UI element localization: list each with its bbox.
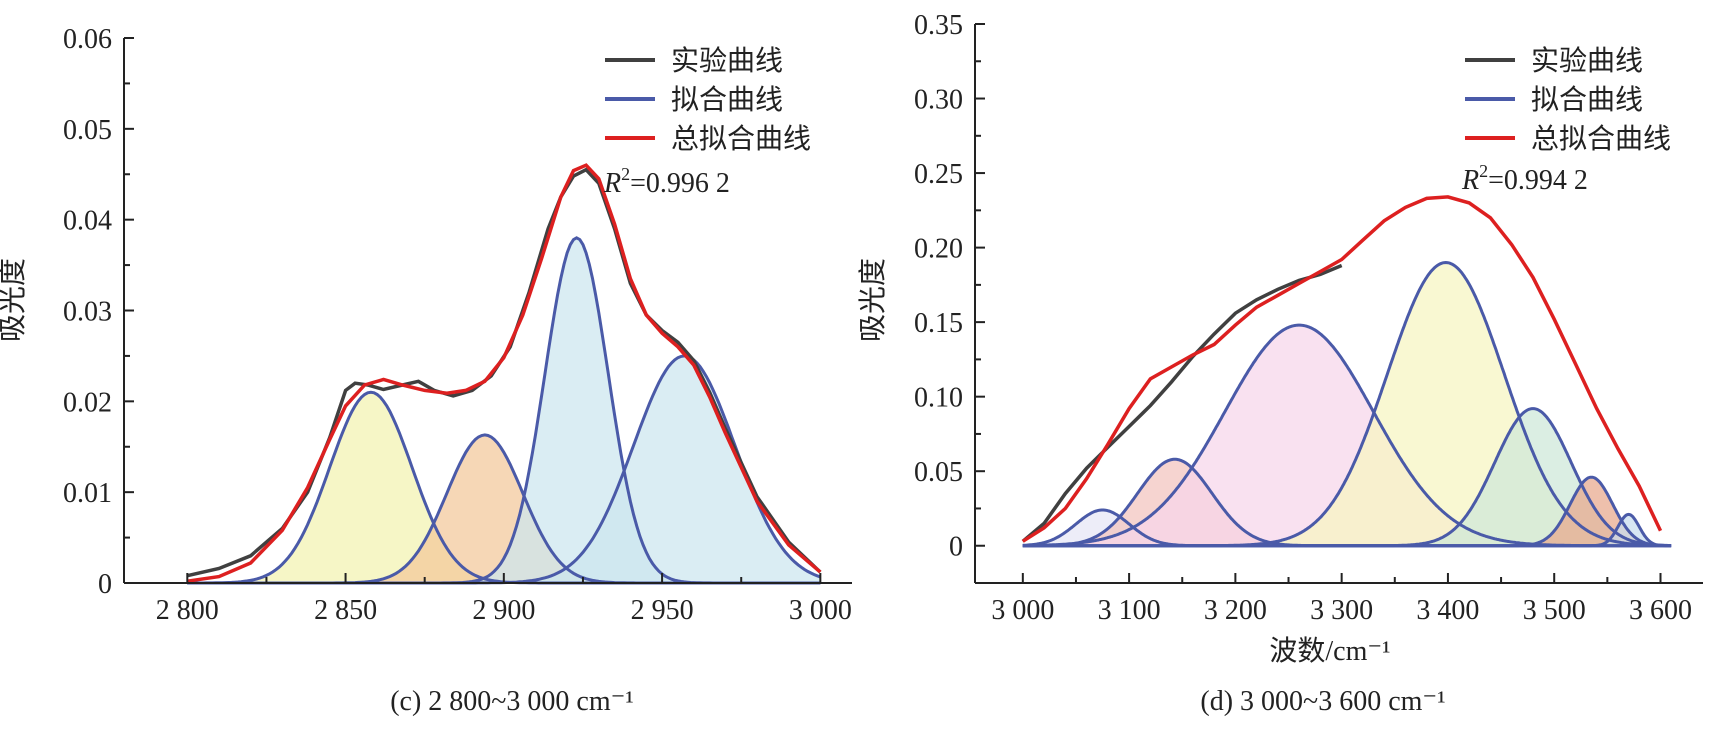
fitted-peak-curve [1022,512,1672,548]
y-tick-label: 0.25 [914,159,963,190]
legend-label: 实验曲线 [1531,45,1643,77]
y-tick-label: 0.04 [63,206,112,237]
panel-caption: (d) 3 000~3 600 cm⁻¹ [1200,686,1445,717]
y-tick-label: 0.30 [914,85,963,116]
x-tick-label: 3 000 [789,595,852,626]
fitted-peak-area [187,355,821,583]
r-squared-annotation: R2=0.994 2 [1461,161,1588,196]
y-tick-label: 0.15 [914,308,963,339]
r-squared-symbol: R [603,168,621,199]
r-squared-exponent: 2 [621,164,630,184]
y-tick-label: 0.06 [63,24,112,55]
x-tick-label: 3 600 [1629,595,1692,626]
chart-panel-c: 0 0.01 0.02 0.03 0.04 0.05 0.06 2 800 2 850 2 900… [0,24,852,717]
y-tick-label: 0.02 [63,387,112,418]
y-tick-label: 0 [98,569,112,600]
x-tick-label: 2 850 [314,595,377,626]
r-squared-symbol: R [1461,165,1479,196]
x-tick-label: 3 000 [991,595,1054,626]
r-squared-value: =0.996 2 [630,168,730,199]
fitted-peak-area [1022,325,1672,546]
legend-label: 实验曲线 [671,45,783,77]
legend-label: 总拟合曲线 [671,123,811,155]
total-fit-curve [187,163,822,583]
y-tick-label: 0.10 [914,383,963,414]
r-squared-value: =0.994 2 [1488,165,1588,196]
fitted-peak-area [187,392,821,583]
panel-caption: (c) 2 800~3 000 cm⁻¹ [390,686,634,717]
y-axis-title: 吸光度 [0,258,29,342]
y-axis-title: 吸光度 [857,258,889,342]
experimental-curve [1021,263,1343,543]
chart-panel-d: 0 0.05 0.10 0.15 0.20 0.25 0.30 0.35 3 000 3 100 3… [857,10,1703,717]
legend-label: 拟合曲线 [1531,84,1643,116]
x-tick-label: 2 900 [472,595,535,626]
y-tick-label: 0.03 [63,297,112,328]
y-tick-label: 0.20 [914,234,963,265]
x-tick-label: 3 200 [1204,595,1267,626]
x-tick-label: 3 300 [1310,595,1373,626]
legend-label: 拟合曲线 [671,84,783,116]
total-fit-curve [1021,195,1663,543]
y-tick-label: 0 [949,532,963,563]
x-tick-label: 2 800 [156,595,219,626]
r-squared-exponent: 2 [1479,161,1488,181]
y-tick-label: 0.05 [63,115,112,146]
x-tick-label: 2 950 [631,595,694,626]
x-axis-title: 波数/cm⁻¹ [1269,635,1390,667]
fitted-peak-area [1022,408,1672,546]
legend-label: 总拟合曲线 [1531,123,1671,155]
fitted-peak-area [187,434,821,583]
x-tick-label: 3 400 [1416,595,1479,626]
y-tick-label: 0.05 [914,457,963,488]
r-squared-annotation: R2=0.996 2 [603,164,730,199]
y-tick-label: 0.35 [914,10,963,41]
y-tick-label: 0.01 [63,478,112,509]
x-tick-label: 3 100 [1098,595,1161,626]
x-tick-label: 3 500 [1523,595,1586,626]
